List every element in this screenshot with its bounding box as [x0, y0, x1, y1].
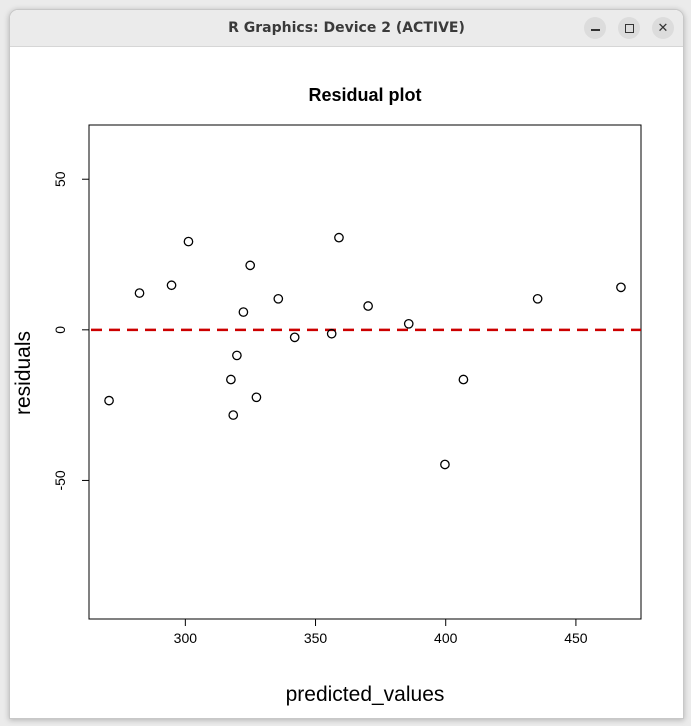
data-point — [440, 459, 450, 470]
y-tick-label: 50 — [52, 171, 68, 187]
x-axis-label: predicted_values — [286, 683, 445, 706]
y-axis-label: residuals — [12, 331, 35, 415]
close-icon: ✕ — [657, 20, 669, 36]
data-point — [251, 392, 262, 403]
data-point — [238, 307, 249, 317]
data-point — [226, 374, 236, 385]
minimize-button[interactable] — [584, 17, 606, 39]
residual-plot: Residual plot 300 350 400 450 -50 0 50 predic… — [12, 85, 642, 706]
minimize-icon — [590, 28, 600, 31]
data-point — [532, 293, 543, 304]
x-axis: 300 350 400 450 — [174, 618, 588, 646]
title-bar[interactable]: R Graphics: Device 2 (ACTIVE) ✕ — [10, 10, 683, 47]
x-tick-label: 350 — [304, 630, 328, 646]
plot-frame — [88, 124, 642, 620]
data-point — [334, 232, 344, 243]
data-point — [458, 374, 469, 385]
data-point — [183, 236, 194, 247]
data-point — [166, 280, 177, 291]
data-point — [134, 288, 145, 298]
data-point — [403, 318, 414, 329]
x-tick-label: 400 — [434, 630, 458, 646]
maximize-icon — [624, 23, 634, 33]
data-point — [616, 282, 626, 293]
data-point — [245, 260, 256, 271]
y-tick-label: -50 — [52, 470, 68, 490]
data-point — [326, 328, 337, 339]
r-graphics-window: R Graphics: Device 2 (ACTIVE) ✕ Residual… — [9, 9, 684, 719]
data-point — [289, 332, 300, 343]
close-button[interactable]: ✕ — [652, 17, 674, 39]
window-title: R Graphics: Device 2 (ACTIVE) — [228, 20, 465, 36]
maximize-button[interactable] — [618, 17, 640, 39]
data-point — [363, 301, 373, 311]
x-tick-label: 300 — [174, 630, 198, 646]
data-point — [228, 410, 239, 420]
y-tick-label: 0 — [52, 326, 68, 334]
data-points — [104, 232, 626, 470]
data-point — [232, 350, 242, 361]
data-point — [104, 395, 114, 406]
x-tick-label: 450 — [564, 630, 588, 646]
y-axis: -50 0 50 — [52, 171, 90, 491]
chart-title: Residual plot — [308, 85, 421, 105]
data-point — [273, 293, 284, 304]
